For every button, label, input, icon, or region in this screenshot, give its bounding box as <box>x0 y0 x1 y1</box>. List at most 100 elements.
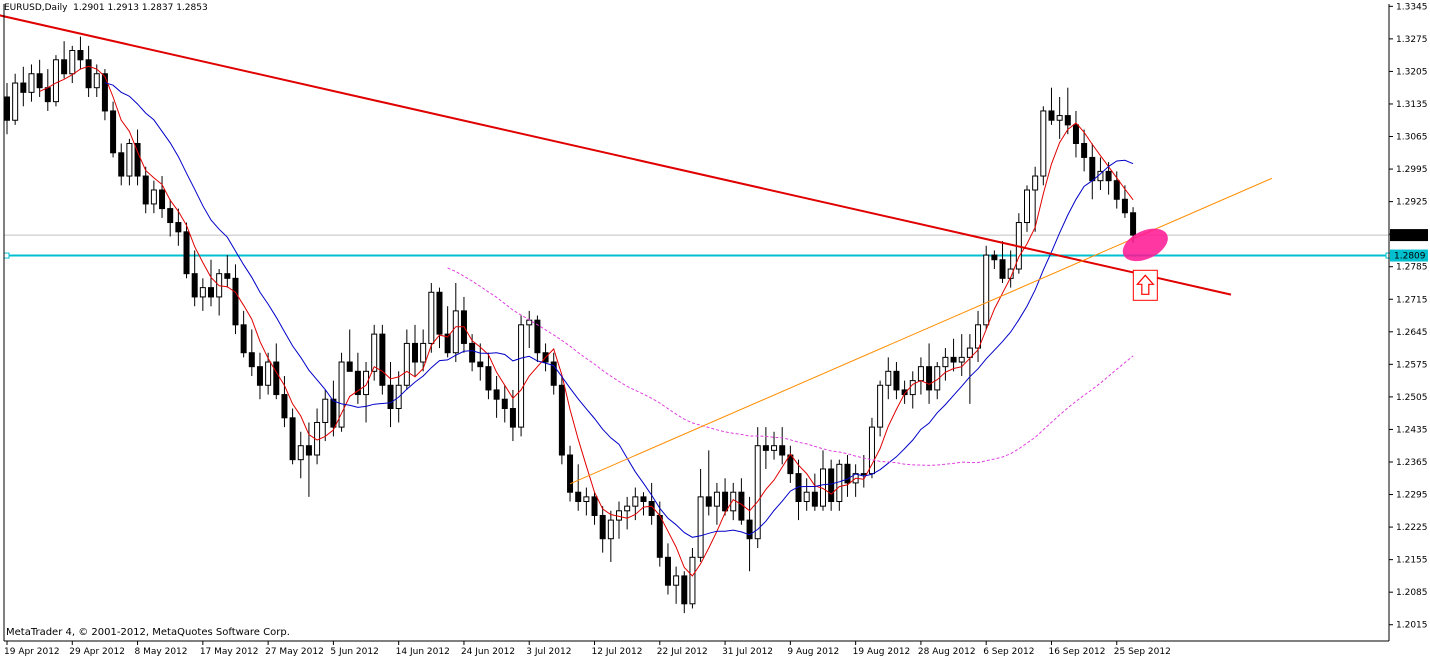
bull-candle <box>803 491 810 503</box>
bear-candle <box>273 361 280 396</box>
bear-candle <box>681 575 688 605</box>
bear-candle <box>167 208 174 224</box>
bull-candle <box>958 356 965 363</box>
bear-candle <box>85 59 92 89</box>
bull-candle <box>917 366 924 382</box>
bull-candle <box>942 356 949 368</box>
bear-candle <box>77 49 84 61</box>
bear-candle <box>599 514 606 540</box>
bear-candle <box>346 361 353 372</box>
highlight-ellipse <box>1122 228 1168 262</box>
bear-candle <box>224 273 231 279</box>
bear-candle <box>436 291 443 335</box>
y-tick-label: 1.2365 <box>1396 458 1428 468</box>
bear-candle <box>232 277 239 326</box>
bull-candle <box>420 342 427 363</box>
bear-candle <box>485 366 492 391</box>
bear-candle <box>705 496 712 507</box>
bear-candle <box>999 259 1006 279</box>
x-tick-label: 16 Sep 2012 <box>1048 647 1105 657</box>
y-tick-label: 1.2435 <box>1396 425 1428 435</box>
y-tick-label: 1.3205 <box>1396 67 1428 77</box>
bull-candle <box>877 384 884 428</box>
bear-candle <box>289 417 296 461</box>
support-price-tag <box>1390 249 1428 262</box>
bull-candle <box>885 370 892 386</box>
x-tick-label: 9 Aug 2012 <box>787 647 839 657</box>
chart-header: EURUSD,Daily 1.2901 1.2913 1.2837 1.2853 <box>4 3 208 13</box>
bear-candle <box>1105 170 1112 182</box>
support-price-label: 1.2809 <box>1394 252 1426 262</box>
bear-candle <box>412 342 418 363</box>
bull-candle <box>12 82 19 121</box>
bull-candle <box>616 510 622 521</box>
x-tick-label: 14 Jun 2012 <box>396 647 450 657</box>
x-tick-label: 25 Sep 2012 <box>1114 647 1171 657</box>
bull-candle <box>126 142 133 177</box>
bear-candle <box>493 389 500 400</box>
bear-candle <box>664 556 671 586</box>
x-tick-label: 29 Apr 2012 <box>69 647 125 657</box>
bull-candle <box>150 189 157 205</box>
bear-candle <box>444 333 451 354</box>
y-tick-label: 1.2575 <box>1396 360 1428 370</box>
y-tick-label: 1.2925 <box>1396 198 1428 208</box>
bull-candle <box>713 491 720 507</box>
bear-candle <box>828 468 835 503</box>
moving-average-line <box>447 267 1134 466</box>
bull-candle <box>338 361 345 428</box>
bull-candle <box>1056 115 1063 121</box>
bear-candle <box>379 333 386 386</box>
bull-candle <box>1024 189 1030 224</box>
y-tick-label: 1.2085 <box>1396 588 1428 598</box>
bear-candle <box>118 152 125 177</box>
bear-candle <box>469 342 476 363</box>
bull-candle <box>1040 110 1047 177</box>
bull-candle <box>868 426 875 475</box>
y-tick-label: 1.3135 <box>1396 100 1428 110</box>
x-tick-label: 24 Jun 2012 <box>461 647 515 657</box>
bull-candle <box>452 310 459 354</box>
bear-candle <box>330 398 337 428</box>
bear-candle <box>926 366 933 391</box>
bear-candle <box>640 496 647 503</box>
bear-candle <box>1072 124 1079 144</box>
moving-average-line <box>104 82 1134 538</box>
x-tick-label: 6 Sep 2012 <box>983 647 1034 657</box>
y-tick-label: 1.2715 <box>1396 295 1428 305</box>
bull-candle <box>697 496 704 558</box>
bear-candle <box>1089 156 1096 182</box>
bull-candle <box>69 49 76 75</box>
bear-candle <box>208 287 214 298</box>
y-tick-label: 1.2295 <box>1396 491 1428 501</box>
bear-candle <box>893 370 900 391</box>
bear-candle <box>509 408 516 428</box>
bear-candle <box>4 96 10 121</box>
bull-candle <box>28 73 35 93</box>
x-tick-label: 27 May 2012 <box>265 647 324 657</box>
bear-candle <box>534 319 541 354</box>
x-tick-label: 31 Jul 2012 <box>722 647 773 657</box>
bear-candle <box>44 87 51 103</box>
y-tick-label: 1.3065 <box>1396 133 1428 143</box>
bear-candle <box>1081 142 1088 158</box>
bear-candle <box>1130 212 1137 236</box>
bear-candle <box>191 273 198 298</box>
y-tick-label: 1.2785 <box>1396 263 1428 273</box>
moving-average-line <box>39 65 1134 577</box>
bull-candle <box>265 361 272 386</box>
bear-candle <box>248 352 255 368</box>
y-tick-label: 1.3345 <box>1396 2 1428 12</box>
bear-candle <box>550 361 557 386</box>
bear-candle <box>256 366 263 386</box>
bear-candle <box>746 519 753 540</box>
x-tick-label: 8 May 2012 <box>135 647 188 657</box>
ohlc-label: 1.2901 1.2913 1.2837 1.2853 <box>73 3 208 13</box>
bull-candle <box>909 380 916 396</box>
symbol-label: EURUSD,Daily <box>4 3 68 13</box>
bear-candle <box>567 454 574 493</box>
bear-candle <box>101 73 108 112</box>
bear-candle <box>501 398 508 410</box>
